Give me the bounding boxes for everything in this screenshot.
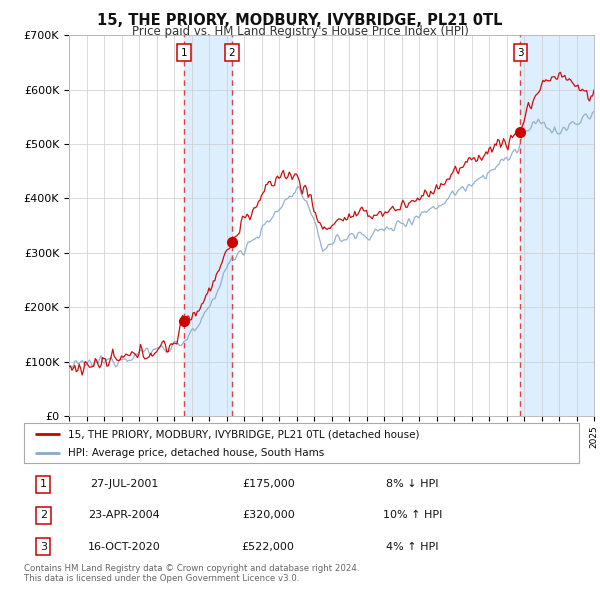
Text: 2: 2 bbox=[229, 48, 235, 58]
Text: 2: 2 bbox=[40, 510, 47, 520]
Text: Price paid vs. HM Land Registry's House Price Index (HPI): Price paid vs. HM Land Registry's House … bbox=[131, 25, 469, 38]
Text: 3: 3 bbox=[40, 542, 47, 552]
Text: 15, THE PRIORY, MODBURY, IVYBRIDGE, PL21 0TL (detached house): 15, THE PRIORY, MODBURY, IVYBRIDGE, PL21… bbox=[68, 430, 420, 440]
Text: HPI: Average price, detached house, South Hams: HPI: Average price, detached house, Sout… bbox=[68, 448, 325, 458]
Bar bbox=[520, 35, 594, 416]
Text: £320,000: £320,000 bbox=[242, 510, 295, 520]
Text: 1: 1 bbox=[40, 479, 47, 489]
Text: 3: 3 bbox=[517, 48, 524, 58]
Text: This data is licensed under the Open Government Licence v3.0.: This data is licensed under the Open Gov… bbox=[24, 574, 299, 583]
Text: £522,000: £522,000 bbox=[242, 542, 295, 552]
Text: £175,000: £175,000 bbox=[242, 479, 295, 489]
Bar bbox=[184, 35, 232, 416]
Text: 4% ↑ HPI: 4% ↑ HPI bbox=[386, 542, 439, 552]
Text: 27-JUL-2001: 27-JUL-2001 bbox=[90, 479, 158, 489]
Text: 8% ↓ HPI: 8% ↓ HPI bbox=[386, 479, 439, 489]
Text: 16-OCT-2020: 16-OCT-2020 bbox=[88, 542, 160, 552]
Text: 10% ↑ HPI: 10% ↑ HPI bbox=[383, 510, 442, 520]
Text: Contains HM Land Registry data © Crown copyright and database right 2024.: Contains HM Land Registry data © Crown c… bbox=[24, 563, 359, 572]
Text: 1: 1 bbox=[181, 48, 187, 58]
Text: 15, THE PRIORY, MODBURY, IVYBRIDGE, PL21 0TL: 15, THE PRIORY, MODBURY, IVYBRIDGE, PL21… bbox=[97, 13, 503, 28]
Text: 23-APR-2004: 23-APR-2004 bbox=[88, 510, 160, 520]
